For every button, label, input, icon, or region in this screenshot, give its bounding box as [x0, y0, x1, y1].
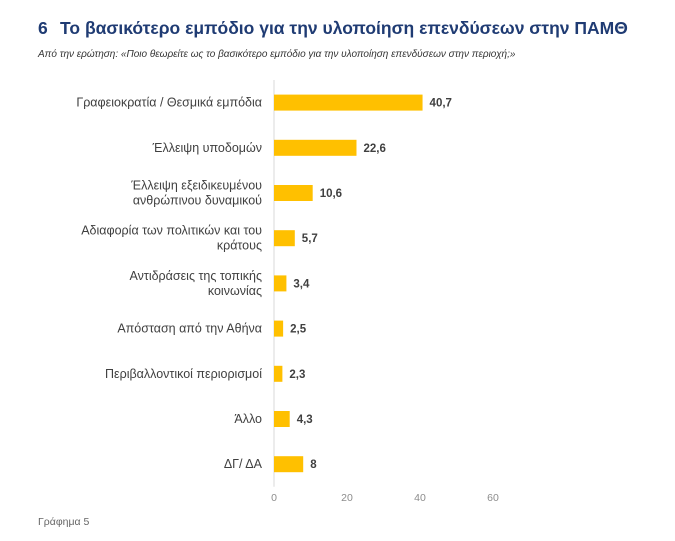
x-tick-label-20: 20: [341, 492, 353, 504]
value-label-7: 2,3: [289, 369, 305, 381]
x-tick-label-0: 0: [271, 492, 277, 504]
category-label-1: Γραφειοκρατία / Θεσμικά εμπόδια: [76, 96, 262, 110]
figure-caption: Γράφημα 5: [38, 516, 90, 528]
category-label-6: Απόσταση από την Αθήνα: [117, 322, 262, 336]
value-label-6: 2,5: [290, 324, 307, 336]
category-label-2: Έλλειψη υποδομών: [152, 141, 262, 155]
value-label-8: 4,3: [297, 414, 313, 426]
bar-6: [274, 320, 284, 337]
chart-subtitle: Από την ερώτηση: «Ποιο θεωρείτε ως το βα…: [38, 49, 516, 60]
bar-3: [274, 185, 313, 201]
bar-4: [274, 230, 295, 247]
value-label-3: 10,6: [320, 188, 342, 200]
chart-number: 6: [38, 18, 48, 38]
value-label-9: 8: [310, 459, 317, 471]
bar-7: [274, 365, 283, 382]
category-label-4: Αδιαφορία των πολιτικών και του κράτους: [81, 224, 262, 253]
chart-title-text: Το βασικότερο εμπόδιο για την υλοποίηση …: [60, 18, 628, 38]
bar-8: [274, 411, 290, 427]
bar-5: [274, 275, 287, 292]
bar-1: [274, 94, 423, 111]
chart-title: 6 Το βασικότερο εμπόδιο για την υλοποίηση…: [38, 18, 668, 39]
value-label-5: 3,4: [293, 278, 310, 290]
category-label-8: Άλλο: [234, 412, 262, 426]
bar-2: [274, 139, 357, 156]
category-label-7: Περιβαλλοντικοί περιορισμοί: [105, 367, 262, 381]
x-tick-label-40: 40: [414, 492, 426, 504]
value-label-4: 5,7: [302, 233, 318, 245]
bar-9: [274, 456, 304, 473]
category-label-5: Αντιδράσεις της τοπικής κοινωνίας: [130, 269, 262, 298]
category-label-9: ΔΓ/ ΔΑ: [224, 457, 263, 471]
value-label-2: 22,6: [363, 143, 385, 155]
category-label-3: Έλλειψη εξειδικευμένου ανθρώπινου δυναμικ…: [130, 179, 262, 208]
x-tick-label-60: 60: [487, 492, 499, 504]
value-label-1: 40,7: [430, 98, 452, 110]
